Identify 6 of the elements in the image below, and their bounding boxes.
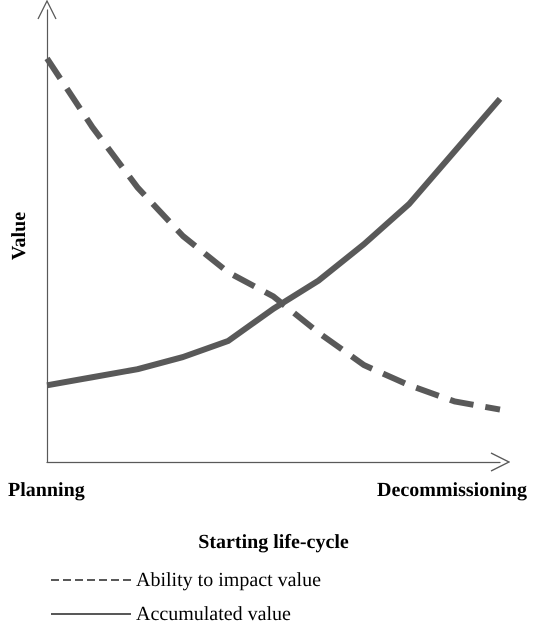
x-axis-title: Starting life-cycle (198, 531, 349, 553)
legend-label: Ability to impact value (136, 569, 322, 591)
text: Planning (8, 479, 85, 501)
legend-label: Accumulated value (136, 603, 292, 625)
y-axis-title: Value (8, 212, 30, 260)
text: Decommissioning (377, 479, 527, 501)
